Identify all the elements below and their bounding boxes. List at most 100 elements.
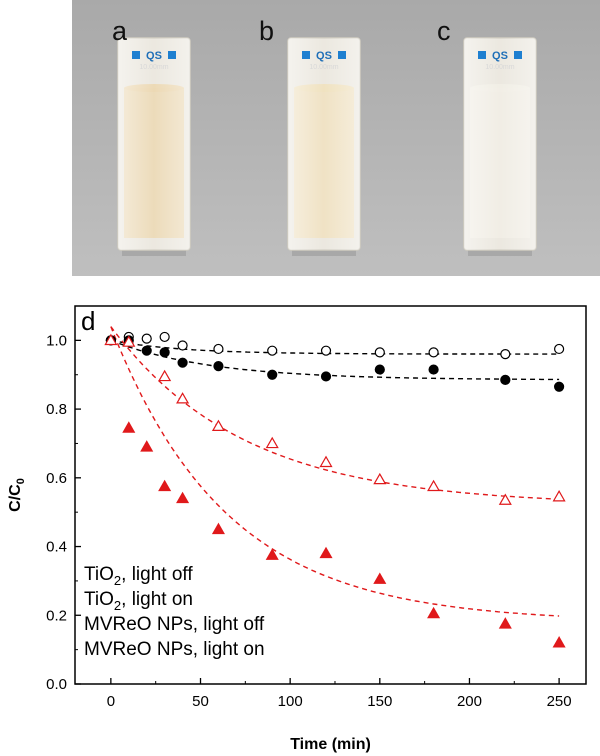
cuvette-glass-reflection: [464, 38, 536, 250]
legend-entry-1: TiO2, light off: [84, 564, 193, 588]
data-point: [158, 479, 172, 492]
data-point: [140, 440, 154, 452]
x-tick-label: 50: [192, 693, 209, 710]
cuvette-c: QS 10.00mm: [463, 37, 537, 256]
data-point: [552, 490, 566, 502]
panel-letter-a: a: [112, 16, 128, 46]
cuvette-brand-label: QS: [316, 50, 332, 62]
data-point: [427, 606, 441, 619]
data-point: [498, 493, 512, 505]
chart-area: 0 50 100 150 200 250 0.0 0.2 0.4 0.6 0.8 1.0 d Time…: [0, 276, 600, 756]
y-tick-label: 0.0: [46, 676, 67, 693]
x-tick-label: 200: [457, 693, 482, 710]
data-point: [320, 371, 332, 382]
legend-label-main: MVReO NPs, light off: [84, 614, 265, 635]
data-markers: [104, 331, 566, 648]
legend-label-subscript: 2: [114, 573, 121, 588]
cuvette-brand-label: QS: [146, 50, 162, 62]
data-point: [554, 381, 565, 392]
data-point: [211, 419, 225, 431]
fit-curve-2: [110, 339, 560, 381]
panel-letter-c: c: [437, 16, 451, 46]
data-point: [498, 617, 512, 629]
brand-square-right: [514, 51, 522, 59]
legend-label-subscript: 2: [114, 598, 121, 613]
series-markers: [105, 331, 565, 360]
cuvette-brand-label: QS: [492, 50, 508, 62]
legend-label-main: MVReO NPs, light on: [84, 639, 265, 660]
data-point: [554, 343, 565, 355]
legend-label-main: TiO: [84, 589, 114, 610]
cuvette-a: QS 10.00mm: [117, 37, 191, 256]
data-point: [374, 364, 385, 375]
data-point: [428, 364, 439, 375]
y-tick-label: 1.0: [46, 332, 67, 349]
data-point: [265, 548, 279, 560]
cuvette-path-length-label: 10.00mm: [309, 64, 338, 71]
brand-square-left: [302, 51, 310, 59]
data-point: [500, 349, 511, 360]
cuvette-photo: QS 10.00mm a QS 10.00mm b QS 10.00mm c: [72, 0, 600, 276]
data-point: [141, 333, 152, 344]
legend-entry-2: TiO2, light on: [84, 589, 193, 613]
fit-curve-3: [110, 326, 560, 500]
series-markers: [104, 333, 566, 505]
data-point: [319, 455, 333, 468]
data-point: [319, 546, 333, 559]
brand-square-right: [338, 51, 346, 59]
brand-square-left: [132, 51, 140, 59]
cuvette-glass-reflection: [118, 38, 190, 250]
data-point: [373, 472, 387, 485]
cuvette-path-length-label: 10.00mm: [139, 64, 168, 71]
data-point: [500, 374, 511, 385]
axis-ticks: 0 50 100 150 200 250 0.0 0.2 0.4 0.6 0.8 1.0: [46, 305, 572, 710]
y-tick-label: 0.4: [46, 539, 67, 556]
legend-label-rest: , light off: [121, 564, 193, 585]
y-axis-title-subscript: 0: [15, 478, 27, 484]
data-point: [427, 479, 441, 492]
panel-letter-d: d: [81, 306, 95, 336]
data-point: [213, 343, 224, 355]
legend-label-main: TiO: [84, 564, 114, 585]
data-point: [176, 491, 190, 504]
data-point: [211, 522, 225, 535]
x-tick-label: 250: [547, 693, 572, 710]
cuvette-glass-reflection: [288, 38, 360, 250]
data-point: [159, 347, 170, 358]
x-axis-title: Time (min): [290, 736, 371, 753]
data-point: [265, 436, 279, 449]
data-point: [177, 340, 188, 351]
data-point: [267, 345, 278, 356]
data-point: [320, 345, 332, 356]
cuvette-shadow: [122, 246, 186, 256]
cuvette-b: QS 10.00mm: [287, 37, 361, 256]
cuvette-shadow: [292, 246, 356, 256]
data-point: [141, 345, 152, 356]
legend-label-rest: , light on: [121, 589, 193, 610]
data-point: [159, 331, 170, 343]
y-tick-label: 0.2: [46, 607, 67, 624]
data-point: [122, 421, 136, 433]
plot-frame: [74, 305, 587, 685]
brand-square-right: [168, 51, 176, 59]
y-axis-title-main: C/C: [7, 484, 24, 512]
data-point: [552, 636, 566, 648]
data-point: [176, 392, 190, 404]
x-tick-label: 100: [278, 693, 303, 710]
data-point: [267, 369, 278, 380]
series-markers: [105, 335, 565, 392]
legend-entry-4: MVReO NPs, light on: [84, 639, 265, 660]
legend-entry-3: MVReO NPs, light off: [84, 614, 265, 635]
data-point: [122, 335, 136, 347]
data-point: [428, 347, 439, 358]
cuvette-path-length-label: 10.00mm: [485, 64, 514, 71]
panel-letter-b: b: [259, 16, 274, 46]
cuvette-shadow: [468, 246, 532, 256]
data-point: [158, 369, 172, 382]
data-point: [373, 572, 387, 584]
data-point: [213, 361, 224, 372]
y-axis-title: C/C0: [7, 478, 27, 512]
data-point: [104, 333, 118, 346]
y-tick-label: 0.8: [46, 401, 67, 418]
